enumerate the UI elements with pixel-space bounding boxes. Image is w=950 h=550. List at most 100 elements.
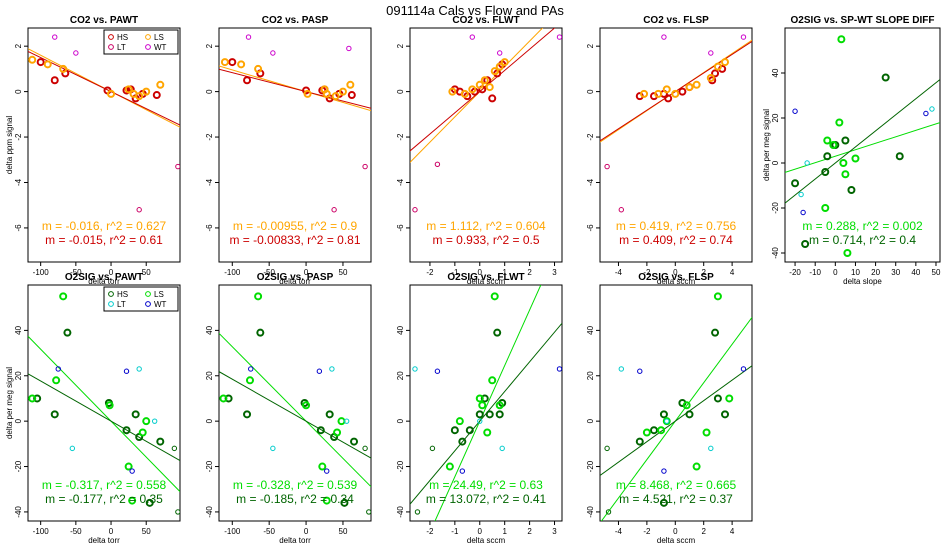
chart-o2sig-pawt: O2SIG vs. PAWT -100 -50 0 50 40 20 0 -20 -40 delta… bbox=[5, 272, 181, 545]
data-point-ls bbox=[839, 159, 848, 167]
legend-marker bbox=[145, 34, 151, 40]
data-point-ls bbox=[721, 58, 730, 67]
data-point-ls bbox=[713, 62, 722, 71]
data-point-extra bbox=[362, 445, 368, 452]
plot-frame bbox=[599, 284, 753, 522]
data-point-lt bbox=[412, 366, 418, 372]
x-tick-label: 0 bbox=[673, 268, 678, 277]
x-tick-label: 30 bbox=[891, 268, 900, 277]
data-point-ls bbox=[713, 292, 722, 301]
fit-annotation: m = 4.521, r^2 = 0.37 bbox=[619, 492, 733, 506]
fit-annotation: m = -0.185, r^2 = 0.34 bbox=[236, 492, 354, 506]
data-point-hs bbox=[228, 58, 237, 67]
data-point-ls bbox=[682, 401, 691, 410]
fit-lines bbox=[28, 48, 180, 128]
data-point-ls bbox=[843, 249, 852, 257]
data-point-wt bbox=[792, 108, 798, 114]
data-point-ls bbox=[338, 87, 347, 96]
data-point-lt bbox=[270, 445, 276, 452]
x-tick-label: 0 bbox=[478, 527, 483, 536]
data-point-lt bbox=[618, 207, 625, 213]
data-point-wt bbox=[52, 34, 58, 40]
x-axis-label: delta sccm bbox=[467, 277, 506, 286]
y-tick-label: 40 bbox=[771, 68, 780, 77]
y-tick-label: 2 bbox=[14, 43, 23, 48]
data-point-ls bbox=[821, 204, 830, 212]
data-point-ls bbox=[322, 89, 331, 98]
data-point-wt bbox=[740, 34, 747, 40]
plot-frame bbox=[599, 27, 753, 263]
fit-line bbox=[219, 371, 371, 459]
data-point-ls bbox=[692, 80, 701, 89]
data-point-ls bbox=[841, 170, 850, 179]
data-point-hs bbox=[152, 91, 161, 100]
points bbox=[219, 292, 371, 515]
data-point-ls bbox=[303, 89, 312, 98]
x-tick-label: 2 bbox=[527, 268, 532, 277]
fit-lines bbox=[600, 317, 752, 521]
data-point-wt bbox=[324, 468, 330, 474]
x-tick-label: -100 bbox=[33, 527, 50, 536]
data-point-wt bbox=[556, 34, 562, 40]
data-point-ls bbox=[488, 376, 497, 385]
data-point-ls bbox=[254, 64, 263, 73]
y-tick-label: 0 bbox=[771, 160, 780, 165]
y-tick-label: 40 bbox=[586, 325, 595, 334]
data-point-ls bbox=[468, 85, 477, 94]
legend-box bbox=[103, 286, 179, 312]
data-point-wt bbox=[459, 468, 466, 474]
y-tick-label: 20 bbox=[14, 371, 23, 380]
data-point-ls bbox=[478, 401, 487, 410]
data-point-wt bbox=[123, 368, 130, 374]
data-point-hs bbox=[63, 328, 72, 337]
data-point-ls bbox=[490, 67, 499, 76]
x-tick-label: -2 bbox=[426, 527, 434, 536]
legend-marker bbox=[145, 44, 151, 50]
x-tick-label: 50 bbox=[142, 527, 151, 536]
data-point-lt bbox=[708, 445, 714, 452]
chart-title: O2SIG vs. FLSP bbox=[638, 272, 714, 283]
x-tick-label: 1 bbox=[502, 527, 507, 536]
data-point-ls bbox=[662, 417, 671, 426]
y-axis-label: delta per meg signal bbox=[5, 367, 14, 439]
data-point-hs bbox=[495, 410, 504, 419]
y-tick-label: -40 bbox=[586, 506, 595, 518]
x-axis-label: delta torr bbox=[279, 536, 311, 545]
data-point-hs bbox=[664, 94, 673, 103]
data-point-lt bbox=[929, 106, 935, 112]
data-point-hs bbox=[685, 410, 694, 419]
x-axis-label: delta slope bbox=[843, 277, 882, 286]
points bbox=[604, 34, 747, 213]
y-tick-label: -4 bbox=[396, 178, 405, 186]
chart-co2-pasp: CO2 vs. PASP -100 -50 0 50 2 0 -2 -4 -6 delta torr… bbox=[205, 15, 372, 286]
data-point-hs bbox=[480, 394, 489, 403]
legend-marker bbox=[145, 301, 151, 307]
x-tick-label: -100 bbox=[224, 527, 241, 536]
data-point-ls bbox=[460, 89, 469, 98]
data-point-hs bbox=[33, 394, 42, 403]
data-point-wt bbox=[661, 34, 667, 40]
fit-lines bbox=[28, 335, 180, 492]
data-point-ls bbox=[490, 292, 499, 301]
data-point-ls bbox=[495, 62, 504, 71]
data-point-hs bbox=[243, 76, 252, 85]
x-tick-label: -100 bbox=[224, 268, 241, 277]
data-point-lt bbox=[331, 207, 337, 213]
x-tick-label: -20 bbox=[789, 268, 801, 277]
y-tick-label: 2 bbox=[205, 43, 214, 48]
y-tick-label: -2 bbox=[586, 133, 595, 141]
chart-title: CO2 vs. FLSP bbox=[643, 15, 709, 26]
fit-annotation: m = -0.177, r^2 = 0.35 bbox=[45, 492, 163, 506]
data-point-ls bbox=[725, 394, 734, 403]
chart-o2sig-pasp: O2SIG vs. PASP -100 -50 0 50 40 20 0 -20 -40 delta… bbox=[205, 272, 372, 545]
fit-lines bbox=[785, 79, 940, 204]
data-point-ls bbox=[475, 80, 484, 89]
data-point-hs bbox=[458, 437, 467, 446]
y-tick-label: 20 bbox=[771, 113, 780, 122]
data-point-lt bbox=[618, 366, 625, 372]
data-point-ls bbox=[52, 376, 61, 385]
y-tick-label: -20 bbox=[396, 460, 405, 472]
legend-label: WT bbox=[154, 300, 167, 309]
plot-frame bbox=[27, 284, 181, 522]
x-tick-label: 0 bbox=[673, 527, 678, 536]
